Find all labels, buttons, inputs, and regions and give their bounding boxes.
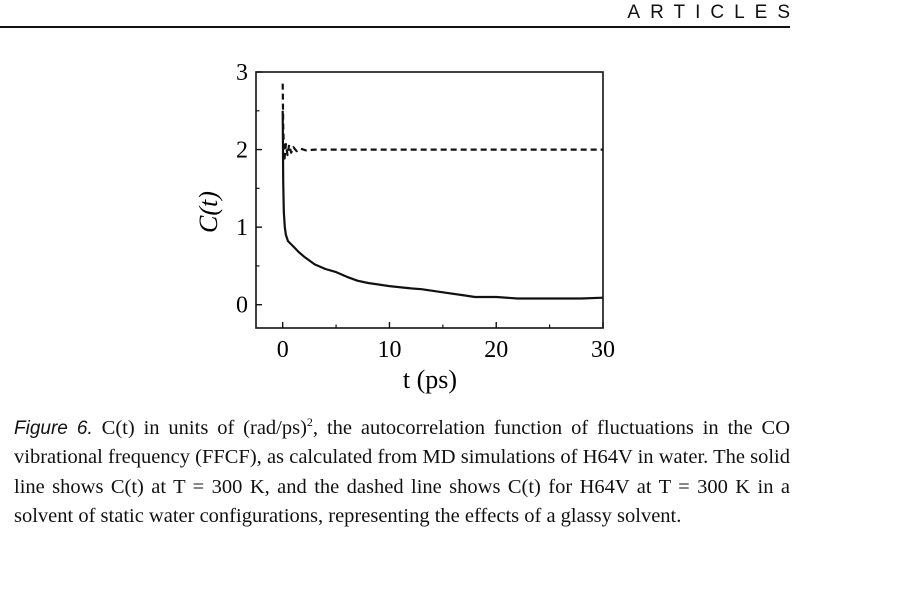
y-tick-label: 3	[236, 60, 248, 86]
ffcf-chart: 0 10 20 30 0 1 2 3 t (ps) C(t)	[194, 60, 615, 394]
caption-superscript: 2	[306, 415, 313, 429]
x-tick-label: 30	[591, 337, 615, 363]
plot-axes: 0 10 20 30 0 1 2 3	[236, 60, 615, 363]
x-tick-label: 20	[484, 337, 508, 363]
figure-caption: Figure 6. C(t) in units of (rad/ps)2, th…	[14, 408, 790, 532]
y-tick-label: 2	[236, 138, 248, 164]
page-header: ARTICLES	[0, 0, 790, 28]
section-label: ARTICLES	[627, 2, 800, 23]
caption-text-1: C(t) in units of (rad/ps)	[92, 416, 307, 439]
plot-lines	[281, 83, 604, 300]
y-axis-label: C(t)	[194, 191, 223, 233]
x-axis-label: t (ps)	[403, 365, 457, 394]
x-tick-label: 10	[377, 337, 401, 363]
caption-text-2: , the autocorrelation function of fluctu…	[14, 416, 790, 528]
plot-frame	[255, 71, 604, 329]
y-tick-label: 1	[236, 215, 248, 241]
dashed-series-line	[281, 83, 603, 163]
x-tick-label: 0	[277, 337, 289, 363]
solid-series-line	[281, 110, 604, 300]
figure-label: Figure 6.	[14, 417, 93, 439]
y-tick-label: 0	[236, 293, 248, 319]
